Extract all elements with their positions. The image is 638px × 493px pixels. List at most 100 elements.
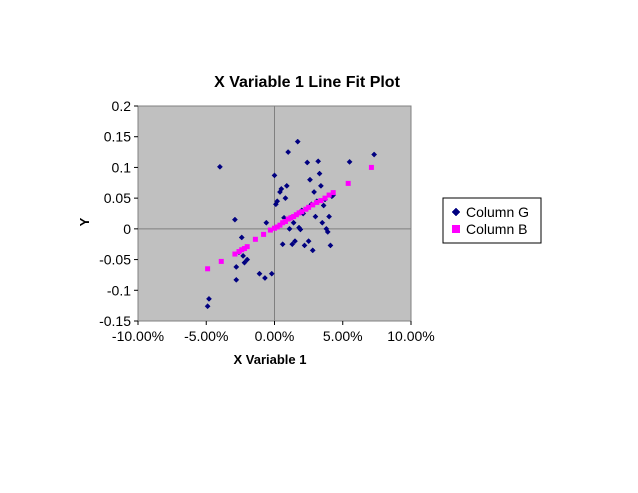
data-point bbox=[320, 202, 327, 209]
data-point bbox=[317, 182, 324, 189]
legend-label: Column G bbox=[466, 204, 529, 220]
data-point bbox=[371, 151, 378, 158]
data-point bbox=[293, 212, 299, 218]
data-point bbox=[274, 198, 281, 205]
data-point bbox=[310, 202, 316, 208]
data-point bbox=[304, 159, 311, 166]
data-point bbox=[271, 172, 278, 179]
y-tick-label: 0.15 bbox=[104, 129, 131, 145]
data-point bbox=[307, 176, 313, 183]
data-point bbox=[309, 247, 316, 254]
chart-title: X Variable 1 Line Fit Plot bbox=[214, 74, 401, 91]
data-point bbox=[297, 226, 304, 233]
data-point bbox=[299, 209, 305, 215]
data-point bbox=[278, 185, 285, 192]
y-axis-ticks: 0.2 0.15 0.1 0.05 0 -0.05 -0.1 -0.15 bbox=[99, 98, 138, 329]
data-point bbox=[286, 225, 293, 232]
legend-item: Column B bbox=[452, 221, 527, 237]
legend-box bbox=[442, 197, 542, 244]
data-point bbox=[240, 252, 247, 259]
data-point bbox=[272, 225, 277, 231]
data-point bbox=[261, 231, 267, 237]
data-point bbox=[232, 251, 238, 257]
data-point bbox=[306, 204, 312, 210]
data-point bbox=[285, 149, 292, 156]
data-point bbox=[261, 275, 268, 281]
data-points bbox=[204, 138, 378, 310]
data-point bbox=[326, 213, 333, 220]
y-tick-label: 0.2 bbox=[112, 98, 132, 114]
data-point bbox=[282, 218, 288, 224]
y-tick-label: 0.05 bbox=[104, 190, 131, 206]
data-point bbox=[277, 222, 283, 228]
data-point bbox=[324, 228, 331, 235]
data-point bbox=[312, 213, 319, 220]
data-point bbox=[205, 266, 211, 272]
data-point bbox=[244, 244, 250, 250]
y-axis-label: Y bbox=[77, 217, 92, 226]
data-point bbox=[280, 220, 286, 226]
data-point bbox=[305, 238, 312, 245]
data-point bbox=[206, 295, 212, 302]
x-tick-label: 5.00% bbox=[323, 328, 363, 344]
x-tick-label: 0.00% bbox=[255, 328, 295, 344]
legend-label: Column B bbox=[466, 221, 527, 237]
legend-marker bbox=[452, 225, 460, 233]
data-point bbox=[303, 206, 309, 212]
data-point bbox=[315, 158, 322, 165]
data-point bbox=[288, 215, 294, 221]
data-point bbox=[294, 138, 301, 145]
data-point bbox=[327, 242, 334, 249]
data-point bbox=[239, 247, 245, 253]
data-point bbox=[268, 270, 275, 277]
data-point bbox=[267, 227, 273, 233]
y-tick-label: 0.1 bbox=[112, 159, 132, 175]
data-point bbox=[274, 224, 280, 230]
x-axis-label: X Variable 1 bbox=[234, 352, 307, 367]
data-point bbox=[238, 234, 245, 241]
data-point bbox=[311, 189, 318, 195]
data-point bbox=[263, 219, 270, 226]
data-point bbox=[322, 195, 328, 201]
data-point bbox=[318, 198, 324, 204]
data-point bbox=[236, 249, 242, 255]
data-point bbox=[279, 241, 286, 248]
data-point bbox=[233, 276, 240, 283]
data-point bbox=[301, 242, 308, 249]
data-point bbox=[292, 238, 298, 245]
y-tick-label: -0.05 bbox=[99, 252, 131, 268]
data-point bbox=[231, 216, 238, 223]
data-point bbox=[244, 256, 251, 263]
data-point bbox=[316, 170, 323, 177]
data-point bbox=[283, 182, 290, 189]
data-point bbox=[241, 246, 247, 252]
data-point bbox=[314, 199, 320, 205]
x-tick-label: 10.00% bbox=[387, 328, 434, 344]
data-point bbox=[256, 270, 263, 277]
y-tick-label: -0.1 bbox=[107, 282, 131, 298]
x-axis-ticks: -10.00% -5.00% 0.00% 5.00% 10.00% bbox=[112, 321, 435, 344]
data-point bbox=[241, 259, 248, 266]
data-point bbox=[216, 163, 223, 170]
data-point bbox=[282, 195, 289, 202]
data-point bbox=[368, 164, 374, 170]
data-point bbox=[330, 190, 336, 196]
legend-item: Column G bbox=[451, 204, 529, 220]
data-point bbox=[252, 236, 258, 242]
data-point bbox=[218, 258, 224, 264]
data-point bbox=[233, 263, 240, 270]
data-point bbox=[291, 214, 297, 220]
x-tick-label: -10.00% bbox=[112, 328, 164, 344]
data-point bbox=[204, 303, 211, 310]
data-point bbox=[346, 158, 353, 165]
data-point bbox=[326, 192, 332, 198]
data-point bbox=[319, 219, 326, 226]
y-tick-label: 0 bbox=[123, 221, 131, 237]
legend-marker bbox=[451, 207, 461, 217]
y-tick-label: -0.15 bbox=[99, 313, 131, 329]
data-point bbox=[345, 180, 351, 186]
x-tick-label: -5.00% bbox=[184, 328, 228, 344]
data-point bbox=[296, 210, 302, 216]
